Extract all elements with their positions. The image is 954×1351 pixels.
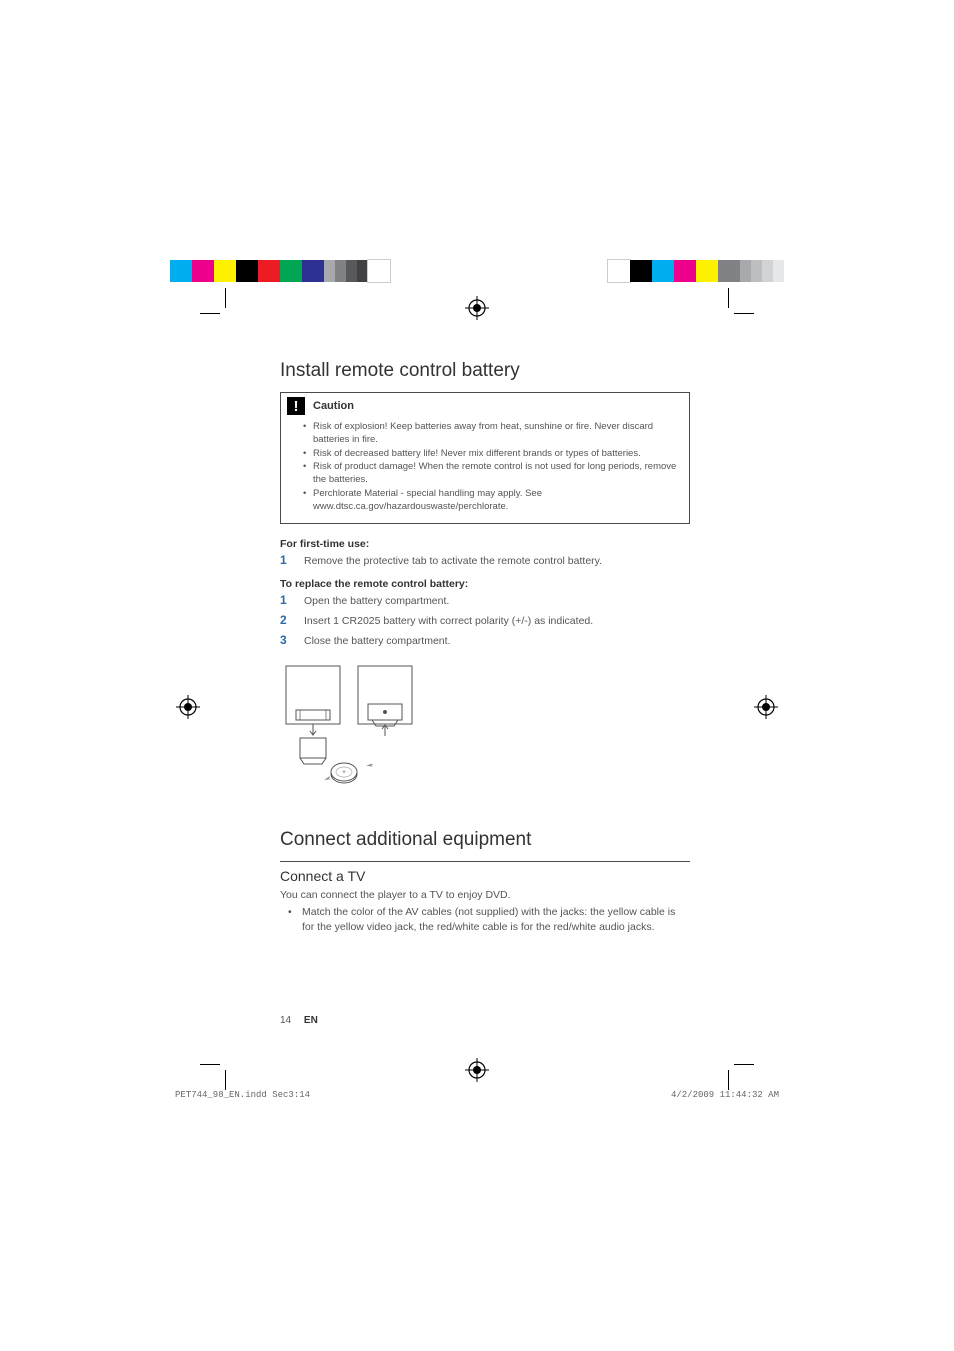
color-bar-left [170,260,390,282]
page-number: 14 [280,1015,291,1026]
color-bar-right [608,260,784,282]
divider [280,861,690,862]
registration-mark-right [754,695,778,719]
battery-diagram: + [280,664,440,794]
page-lang: EN [304,1015,318,1026]
connect-title: Connect additional equipment [280,829,690,851]
crop-mark-tr [714,288,754,328]
indesign-slug: PET744_98_EN.indd Sec3:14 4/2/2009 11:44… [175,1090,779,1100]
registration-mark-bottom [465,1058,489,1082]
install-title: Install remote control battery [280,360,690,382]
bullet-item: Match the color of the AV cables (not su… [280,905,690,934]
caution-list: Risk of explosion! Keep batteries away f… [281,419,689,523]
page-footer: 14 EN [280,1015,318,1026]
caution-icon: ! [287,397,305,415]
indd-file: PET744_98_EN.indd Sec3:14 [175,1090,310,1100]
first-use-steps: 1Remove the protective tab to activate t… [280,553,690,569]
registration-mark-top [465,296,489,320]
caution-item: Perchlorate Material - special handling … [303,488,679,514]
caution-box: ! Caution Risk of explosion! Keep batter… [280,392,690,524]
crop-mark-br [714,1050,754,1090]
step-item: 1Remove the protective tab to activate t… [280,553,690,569]
step-item: 1Open the battery compartment. [280,593,690,609]
registration-mark-left [176,695,200,719]
indd-timestamp: 4/2/2009 11:44:32 AM [671,1090,779,1100]
caution-item: Risk of product damage! When the remote … [303,461,679,487]
step-item: 2Insert 1 CR2025 battery with correct po… [280,613,690,629]
page-content: Install remote control battery ! Caution… [280,360,690,935]
first-use-heading: For first-time use: [280,538,690,550]
crop-mark-bl [200,1050,240,1090]
svg-text:+: + [342,770,346,776]
connect-tv-intro: You can connect the player to a TV to en… [280,888,690,903]
crop-mark-tl [200,288,240,328]
replace-steps: 1Open the battery compartment. 2Insert 1 … [280,593,690,648]
step-item: 3Close the battery compartment. [280,633,690,649]
caution-label: Caution [313,400,354,412]
connect-tv-bullets: Match the color of the AV cables (not su… [280,905,690,934]
caution-item: Risk of decreased battery life! Never mi… [303,448,679,461]
connect-tv-title: Connect a TV [280,868,690,884]
caution-item: Risk of explosion! Keep batteries away f… [303,421,679,447]
replace-heading: To replace the remote control battery: [280,578,690,590]
